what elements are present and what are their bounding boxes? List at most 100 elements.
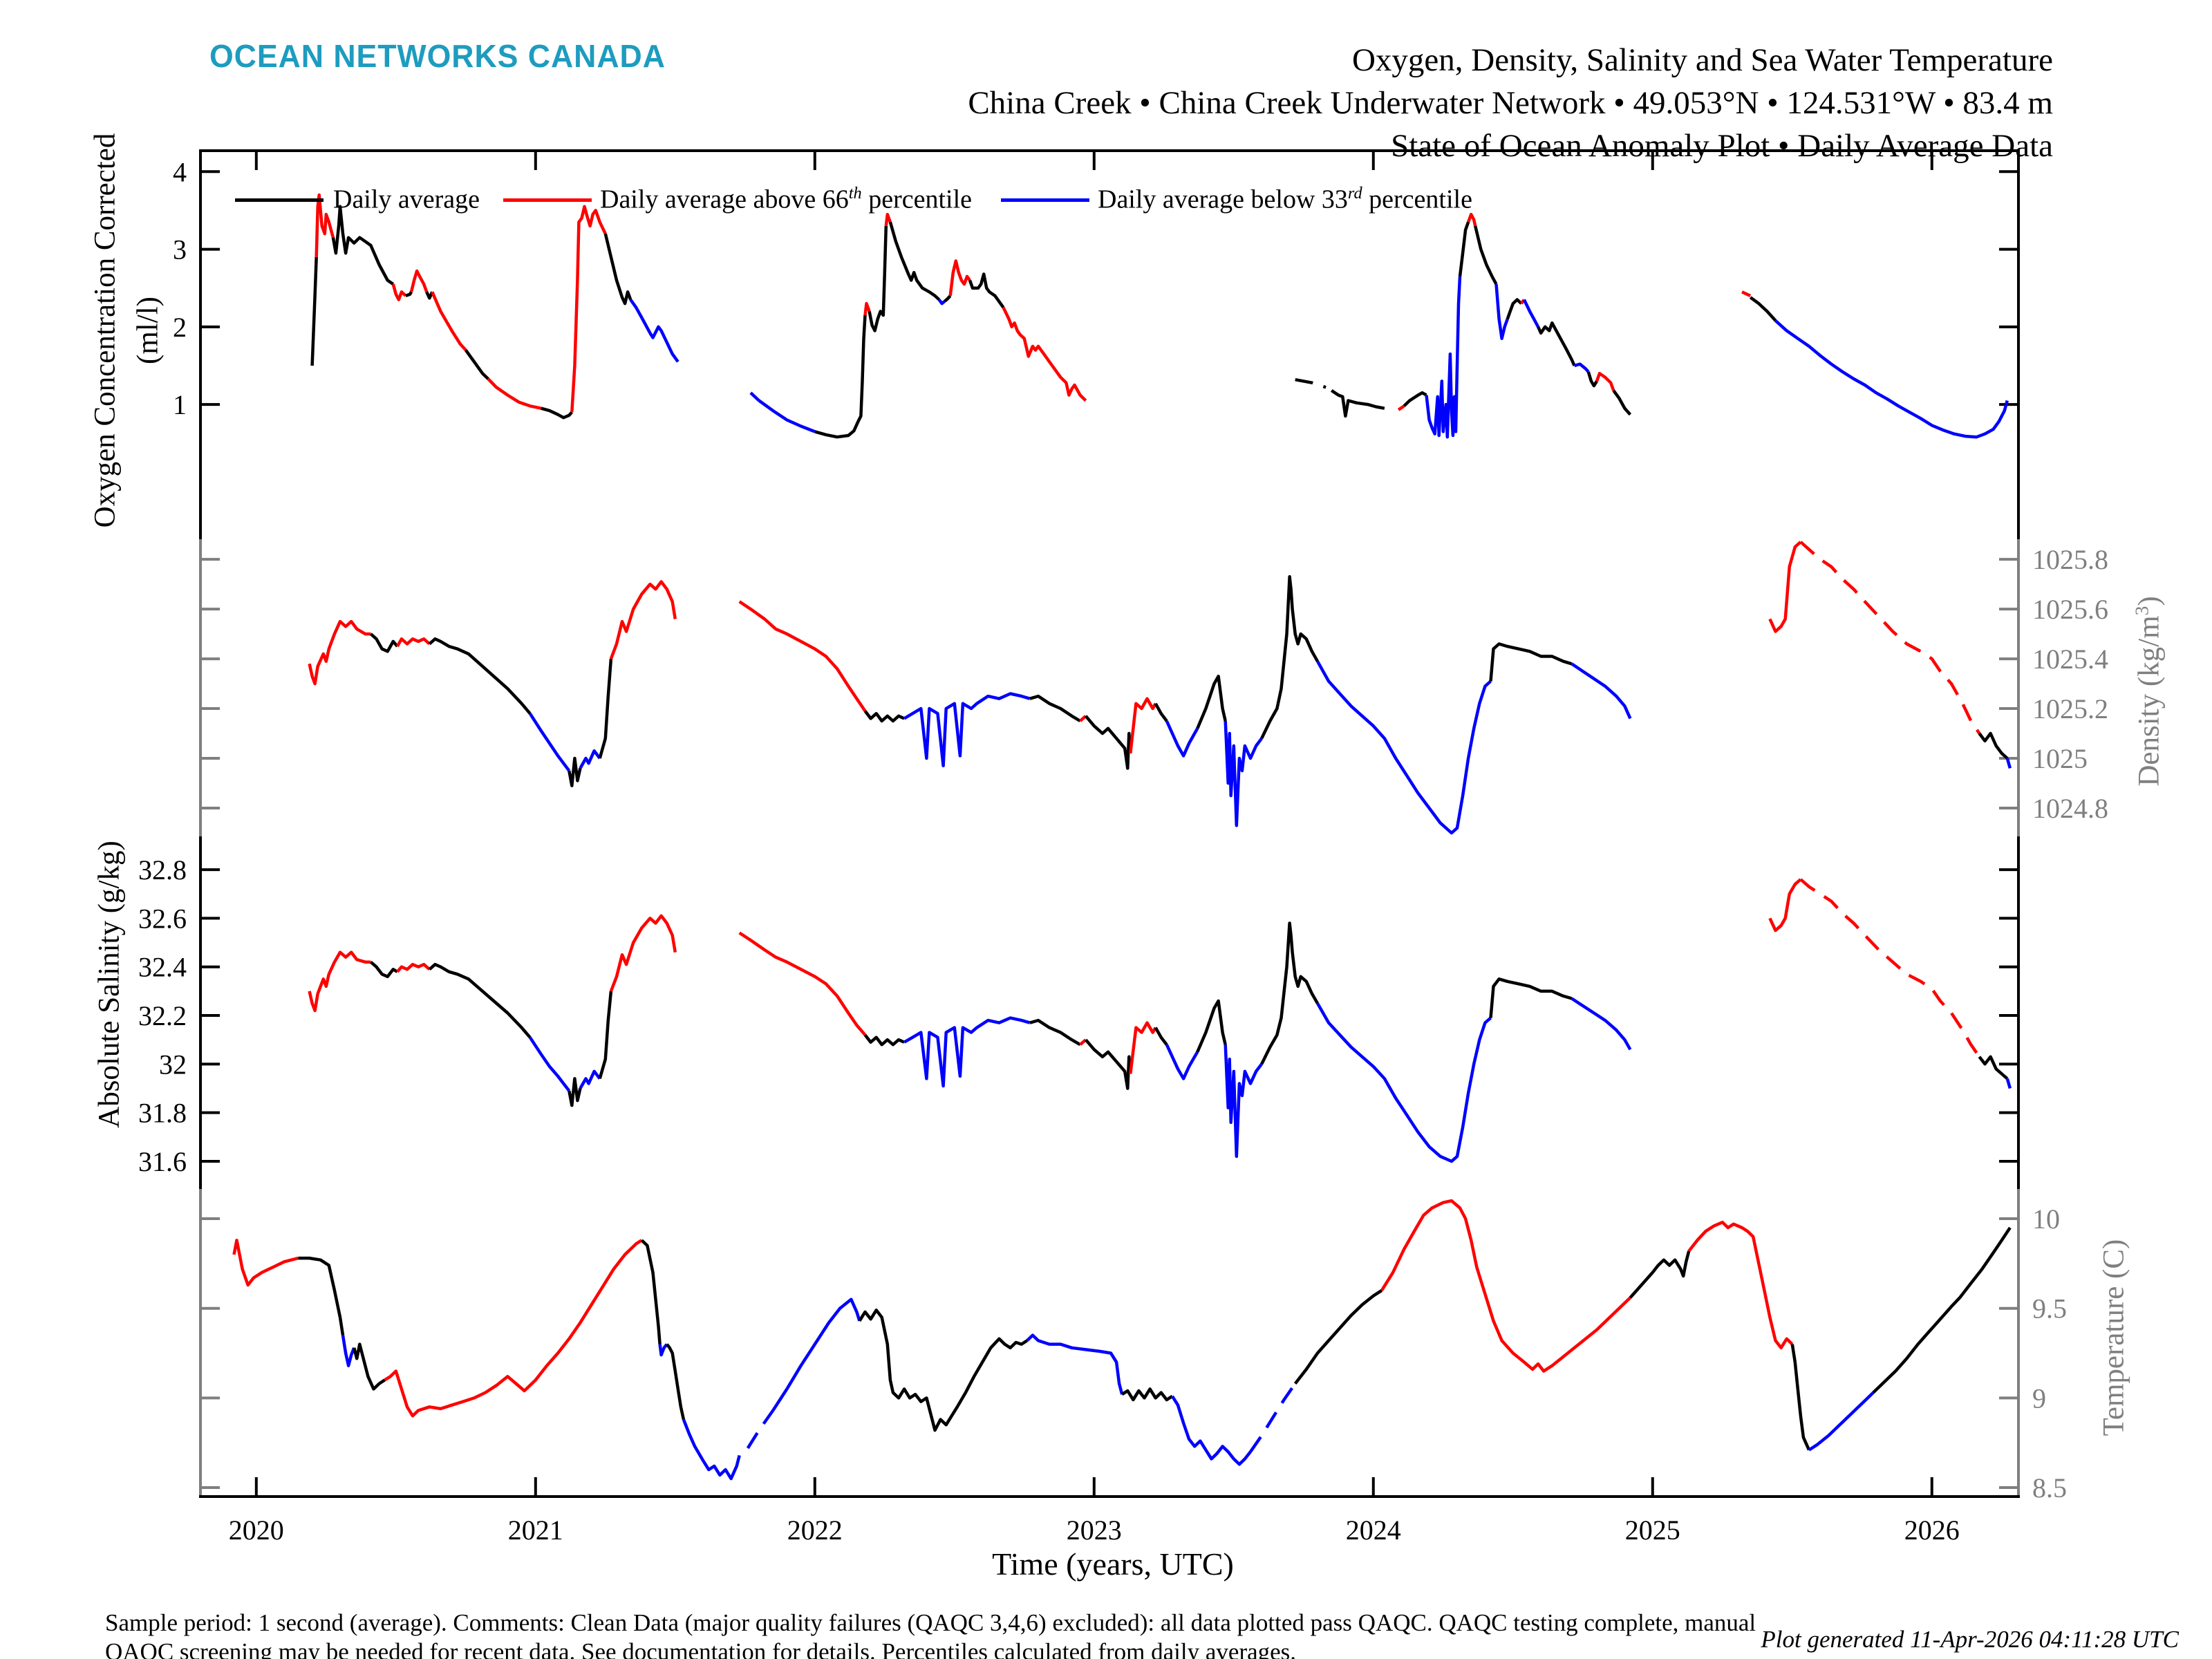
series-segment-salinity: [1084, 1038, 1132, 1090]
series-segment-oxygen: [749, 391, 760, 402]
series-segment-oxygen: [1397, 404, 1405, 411]
series-segment-oxygen: [888, 221, 941, 301]
x-tick-label: 2022: [787, 1515, 843, 1546]
series-segment-salinity: [598, 991, 613, 1080]
density-label-text: Density (kg/m: [2133, 615, 2166, 787]
y-axis-label-oxygen-units: (ml/l): [131, 297, 165, 364]
series-segment-oxygen: [541, 406, 573, 420]
series-segment-oxygen: [629, 299, 679, 363]
series-segment-density: [1129, 697, 1157, 754]
series-segment-salinity: [428, 962, 532, 1039]
series-segment-oxygen: [315, 193, 335, 257]
x-tick-label: 2026: [1904, 1515, 1960, 1546]
series-segment-density: [528, 712, 571, 772]
series-segment-temperature: [341, 1335, 356, 1367]
series-segment-temperature: [1872, 1226, 2012, 1394]
series-segment-temperature: [1293, 1288, 1383, 1385]
series-segment-oxygen: [1595, 371, 1615, 391]
series-segment-oxygen: [1612, 389, 1632, 416]
y-tick-label-density: 1024.8: [2032, 793, 2108, 824]
series-segment-temperature: [682, 1418, 741, 1481]
series-segment-density: [395, 637, 431, 648]
title-line2: China Creek • China Creek Underwater Net…: [968, 85, 2053, 121]
plot-generated-timestamp: Plot generated 11-Apr-2026 04:11:28 UTC: [1761, 1626, 2179, 1653]
series-segment-temperature: [640, 1239, 662, 1344]
series-segment-oxygen: [464, 349, 489, 380]
series-segment-salinity: [1489, 977, 1573, 1018]
series-segment-salinity: [1571, 997, 1632, 1051]
y-tick-label-density: 1025.4: [2032, 644, 2108, 675]
y-tick-label-density: 1025.6: [2032, 594, 2108, 625]
series-segment-temperature: [1687, 1220, 1794, 1350]
series-segment-density: [579, 749, 601, 769]
series-segment-temperature: [1629, 1250, 1691, 1299]
legend-swatch-daily-average: [235, 198, 324, 202]
series-segment-salinity: [1799, 878, 1981, 1058]
y-tick-label-salinity: 31.6: [138, 1146, 187, 1177]
legend-sup: rd: [1347, 184, 1362, 203]
y-tick-label-salinity: 32.4: [138, 952, 187, 983]
series-segment-salinity: [609, 914, 677, 992]
series-segment-oxygen: [948, 259, 971, 297]
series-segment-temperature: [298, 1256, 345, 1335]
series-segment-density: [1224, 720, 1263, 827]
series-segment-salinity: [1029, 1018, 1081, 1047]
density-label-text: ): [2133, 596, 2166, 606]
series-segment-density: [428, 637, 532, 715]
series-segment-oxygen: [1403, 391, 1427, 407]
series-segment-density: [1316, 660, 1492, 835]
series-segment-salinity: [738, 931, 867, 1036]
series-segment-oxygen: [868, 225, 888, 332]
series-segment-salinity: [2005, 1078, 2012, 1089]
series-segment-salinity: [1165, 1044, 1199, 1080]
series-segment-oxygen: [1494, 283, 1509, 340]
plot-titles: Oxygen, Density, Salinity and Sea Water …: [968, 39, 2053, 167]
legend-text: percentile: [1362, 185, 1472, 214]
series-segment-temperature: [1026, 1333, 1124, 1395]
y-tick-label-salinity: 32: [159, 1049, 187, 1080]
series-segment-oxygen: [391, 283, 407, 301]
y-tick-label-oxygen: 3: [173, 234, 187, 265]
series-segment-oxygen: [1330, 389, 1385, 418]
x-tick-label: 2025: [1625, 1515, 1680, 1546]
series-segment-temperature: [384, 1239, 643, 1418]
series-segment-density: [1260, 575, 1319, 740]
series-segment-density: [1029, 694, 1081, 722]
series-segment-salinity: [528, 1036, 571, 1092]
series-segment-oxygen: [1741, 290, 1752, 297]
series-segment-density: [1165, 720, 1199, 758]
series-segment-oxygen: [331, 205, 395, 285]
series-segment-oxygen: [1425, 276, 1462, 439]
footer-comments-line1: Sample period: 1 second (average). Comme…: [105, 1609, 1756, 1636]
y-tick-label-oxygen: 2: [173, 312, 187, 343]
series-segment-density: [1768, 541, 1802, 633]
series-segment-density: [1799, 541, 1981, 735]
y-tick-label-temperature: 8.5: [2032, 1472, 2067, 1503]
series-segment-salinity: [369, 960, 398, 979]
y-tick-label-salinity: 31.8: [138, 1098, 187, 1129]
legend-sup: th: [848, 184, 862, 203]
y-tick-label-density: 1025: [2032, 743, 2088, 774]
series-segment-density: [863, 710, 906, 723]
series-segment-oxygen: [603, 233, 632, 306]
y-tick-label-temperature: 10: [2032, 1203, 2060, 1235]
series-segment-temperature: [665, 1343, 686, 1420]
x-tick-label: 2023: [1067, 1515, 1122, 1546]
series-segment-salinity: [579, 1069, 601, 1089]
series-segment-oxygen: [1458, 221, 1470, 277]
series-segment-density: [2005, 758, 2012, 769]
series-segment-oxygen: [487, 377, 542, 410]
series-segment-oxygen: [814, 315, 867, 439]
series-segment-temperature: [353, 1342, 386, 1391]
series-segment-oxygen: [570, 205, 607, 413]
series-segment-temperature: [1790, 1344, 1811, 1451]
legend-label-above-66th: Daily average above 66th percentile: [600, 184, 972, 215]
y-tick-label-salinity: 32.8: [138, 854, 187, 885]
x-axis-label: Time (years, UTC): [992, 1546, 1234, 1582]
y-axis-label-temperature: Temperature (C): [2097, 1239, 2130, 1436]
y-tick-label-salinity: 32.2: [138, 1000, 187, 1031]
legend-text: Daily average below 33: [1098, 185, 1348, 214]
legend-text: percentile: [861, 185, 972, 214]
legend-text: Daily average above 66: [600, 185, 849, 214]
